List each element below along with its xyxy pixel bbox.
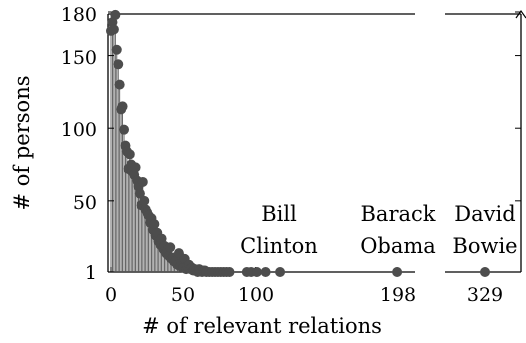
y-tick-label: 1 — [85, 262, 97, 284]
x-tick-label: 198 — [380, 284, 416, 306]
y-tick-label: 100 — [61, 119, 97, 141]
data-point — [111, 44, 122, 55]
x-tick-label: 100 — [238, 284, 274, 306]
data-point — [113, 59, 124, 70]
x-axis-title: # of relevant relations — [142, 314, 382, 338]
data-point — [117, 101, 128, 112]
data-point — [149, 219, 160, 230]
y-tick-label: 150 — [61, 47, 97, 69]
y-tick-labels: 1 50 100 150 180 — [61, 4, 97, 284]
y-tick-label: 180 — [61, 4, 97, 26]
x-tick-label: 50 — [171, 284, 195, 306]
data-point — [392, 267, 403, 277]
y-tick-label: 50 — [73, 192, 97, 214]
x-tick-label: 0 — [105, 284, 117, 306]
annotation-david: David — [454, 202, 515, 226]
y-tick-marks — [108, 11, 521, 273]
axis-arrow-icon — [515, 9, 526, 19]
annotation-bowie: Bowie — [452, 234, 517, 258]
data-point — [260, 267, 271, 277]
data-point — [110, 9, 121, 20]
data-point — [134, 188, 145, 199]
data-point — [137, 176, 148, 187]
data-point — [275, 267, 286, 277]
data-point — [124, 149, 135, 160]
data-point — [139, 195, 150, 206]
data-point — [130, 162, 141, 173]
data-points — [106, 9, 490, 277]
data-point — [251, 267, 262, 277]
data-point — [114, 79, 125, 90]
annotations: Bill Clinton Barack Obama David Bowie — [240, 202, 517, 258]
x-tick-label: 329 — [467, 284, 503, 306]
y-axis-title: # of persons — [10, 76, 34, 211]
annotation-obama: Obama — [360, 234, 436, 258]
x-tick-labels: 0 50 100 198 329 — [105, 284, 503, 306]
data-point — [224, 267, 235, 277]
data-point — [119, 124, 130, 135]
annotation-bill: Bill — [261, 202, 297, 226]
data-point — [480, 267, 490, 277]
data-point — [165, 242, 176, 253]
data-point — [108, 24, 119, 35]
annotation-barack: Barack — [361, 202, 436, 226]
chart-axes — [107, 9, 526, 273]
annotation-clinton: Clinton — [240, 234, 318, 258]
